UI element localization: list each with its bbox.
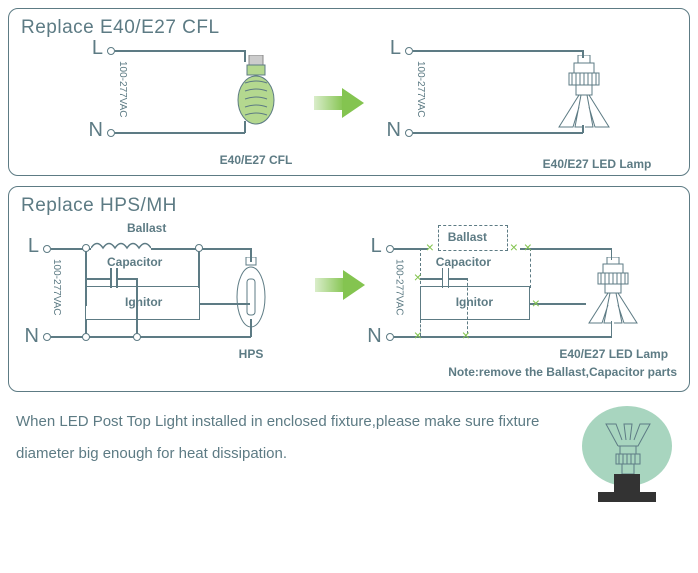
cfl-bulb-icon	[231, 55, 281, 135]
led-caption: E40/E27 LED Lamp	[527, 157, 667, 171]
ballast-label: Ballast	[448, 230, 487, 244]
fixture-icon	[572, 406, 682, 506]
circuit-hps-after: L Ballast × × × Capacitor Ignitor ×	[364, 221, 677, 361]
ignitor-label: Ignitor	[125, 295, 162, 309]
footer-text: When LED Post Top Light installed in enc…	[16, 406, 552, 469]
panel2-title: Replace HPS/MH	[21, 195, 677, 217]
ballast-label: Ballast	[127, 221, 166, 235]
terminal-N: N	[383, 119, 401, 142]
panel2-row: L Ballast Capacitor Ignitor	[21, 221, 677, 361]
hps-caption: HPS	[221, 347, 281, 361]
voltage-label: 100-277VAC	[117, 61, 128, 118]
terminal-L: L	[383, 37, 401, 60]
footer: When LED Post Top Light installed in enc…	[8, 402, 690, 510]
note-text: Note:remove the Ballast,Capacitor parts	[21, 365, 677, 379]
led-caption: E40/E27 LED Lamp	[544, 347, 684, 361]
voltage-label: 100-277VAC	[51, 259, 62, 316]
arrow-icon	[315, 270, 364, 300]
ignitor-label: Ignitor	[456, 295, 493, 309]
hps-bulb-icon	[233, 257, 273, 333]
cfl-caption: E40/E27 CFL	[201, 153, 311, 167]
terminal-N: N	[85, 119, 103, 142]
terminal-N: N	[364, 325, 382, 348]
circuit-cfl-before: L N 100-277VAC E40/E27 CFL	[21, 43, 301, 163]
terminal-L: L	[364, 235, 382, 258]
panel1-row: L N 100-277VAC E40/E27 CFL	[21, 43, 677, 163]
capacitor-label: Capacitor	[436, 255, 491, 269]
circuit-cfl-after: L N 100-277VAC E40/E27 LED Lamp	[377, 43, 677, 163]
led-lamp-icon	[549, 55, 619, 135]
terminal-L: L	[85, 37, 103, 60]
voltage-label: 100-277VAC	[394, 259, 405, 316]
panel1-title: Replace E40/E27 CFL	[21, 17, 677, 39]
voltage-label: 100-277VAC	[415, 61, 426, 118]
terminal-N: N	[21, 325, 39, 348]
panel-hps: Replace HPS/MH L Ballast Capacitor	[8, 186, 690, 392]
led-lamp-icon	[580, 257, 646, 331]
terminal-L: L	[21, 235, 39, 258]
arrow-icon	[314, 88, 364, 118]
circuit-hps-before: L Ballast Capacitor Ignitor	[21, 221, 315, 361]
capacitor-label: Capacitor	[107, 255, 162, 269]
panel-cfl: Replace E40/E27 CFL L N 100-277VAC	[8, 8, 690, 176]
